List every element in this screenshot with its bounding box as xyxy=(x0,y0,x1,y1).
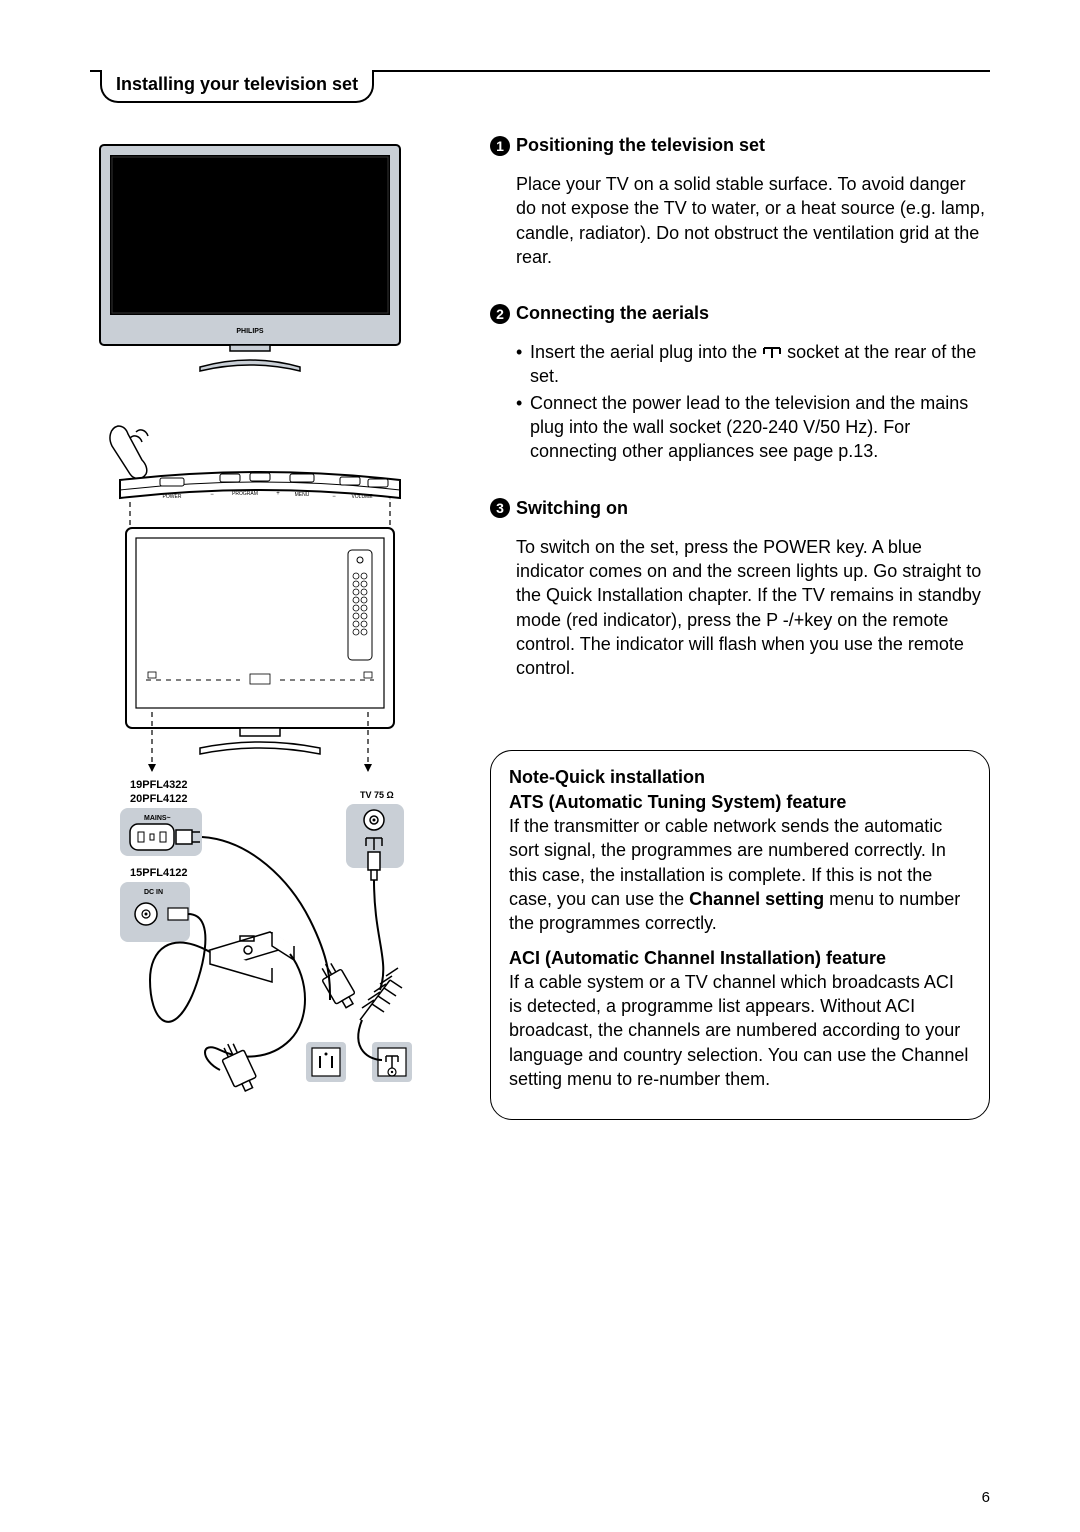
mains-label: MAINS~ xyxy=(144,815,171,822)
bullet-power-lead: Connect the power lead to the television… xyxy=(516,391,990,464)
model-label-3: 15PFL4122 xyxy=(130,867,187,879)
section-body-1: Place your TV on a solid stable surface.… xyxy=(516,172,990,269)
note-aci-text: If a cable system or a TV channel which … xyxy=(509,972,968,1089)
svg-text:−: − xyxy=(210,492,214,498)
aerial-socket-icon xyxy=(762,346,782,360)
section-aerials: 2 Connecting the aerials Insert the aeri… xyxy=(490,303,990,463)
note-heading-1: Note-Quick installation xyxy=(509,767,705,787)
svg-text:−: − xyxy=(332,494,336,500)
step-number-2: 2 xyxy=(490,304,510,324)
section-title-2: Connecting the aerials xyxy=(516,303,709,324)
svg-text:VOLUME: VOLUME xyxy=(351,494,373,500)
note-heading-aci: ACI (Automatic Channel Installation) fea… xyxy=(509,948,886,968)
step-number-3: 3 xyxy=(490,498,510,518)
section-header-tab: Installing your television set xyxy=(100,70,374,103)
section-switching-on: 3 Switching on To switch on the set, pre… xyxy=(490,498,990,681)
section-positioning: 1 Positioning the television set Place y… xyxy=(490,135,990,269)
svg-text:POWER: POWER xyxy=(163,494,182,500)
svg-text:+: + xyxy=(388,496,392,502)
step-number-1: 1 xyxy=(490,136,510,156)
illustration-column: PHILIPS xyxy=(90,135,450,1120)
page-number: 6 xyxy=(982,1489,990,1506)
bullet-aerial-plug: Insert the aerial plug into the socket a… xyxy=(516,340,990,389)
tv-front-illustration: PHILIPS xyxy=(90,135,410,375)
connection-diagram: POWER − PROGRAM + MENU − VOLUME + xyxy=(90,420,430,1100)
svg-text:PROGRAM: PROGRAM xyxy=(232,491,258,497)
model-label-1: 19PFL4322 xyxy=(130,779,187,791)
svg-text:MENU: MENU xyxy=(295,492,310,498)
channel-setting-bold: Channel setting xyxy=(689,889,824,909)
section-title-1: Positioning the television set xyxy=(516,135,765,156)
model-label-2: 20PFL4122 xyxy=(130,793,187,805)
svg-text:+: + xyxy=(276,491,280,497)
section-body-3: To switch on the set, press the POWER ke… xyxy=(516,535,990,681)
dc-in-label: DC IN xyxy=(144,889,163,896)
note-quick-installation-box: Note-Quick installation ATS (Automatic T… xyxy=(490,750,990,1120)
brand-label: PHILIPS xyxy=(236,328,264,335)
note-heading-ats: ATS (Automatic Tuning System) feature xyxy=(509,792,846,812)
section-title-3: Switching on xyxy=(516,498,628,519)
tv-socket-label: TV 75 Ω xyxy=(360,790,394,800)
